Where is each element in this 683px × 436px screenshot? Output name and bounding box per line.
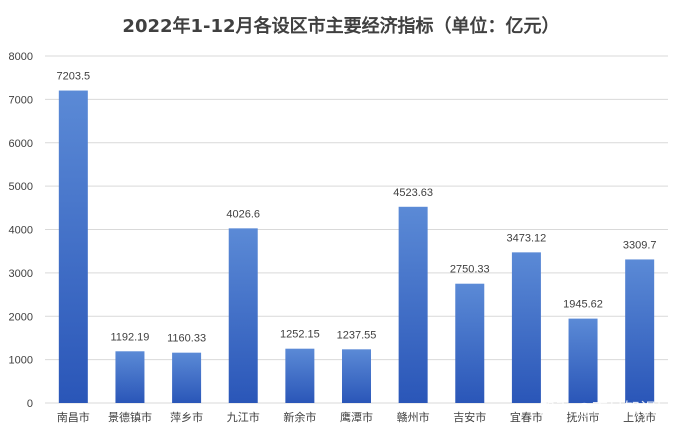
data-label: 1160.33: [167, 333, 206, 345]
bar: [228, 228, 258, 403]
x-tick-label: 南昌市: [57, 410, 90, 424]
data-label: 1237.55: [337, 329, 377, 341]
data-label: 2750.33: [450, 264, 490, 276]
watermark: 知乎 @南昌知识局: [539, 399, 672, 418]
bar: [115, 351, 145, 403]
y-tick-label: 0: [27, 398, 33, 410]
bar: [398, 206, 428, 403]
x-tick-label: 抚州市: [567, 410, 600, 424]
y-tick-label: 5000: [9, 181, 33, 193]
data-label: 1945.62: [563, 299, 603, 311]
x-tick-label: 九江市: [227, 410, 260, 424]
bar: [568, 318, 598, 403]
data-label: 1252.15: [280, 329, 320, 341]
bar: [172, 352, 202, 403]
y-tick-label: 4000: [9, 225, 33, 237]
data-labels: 7203.5 1192.19 1160.33 4026.6 1252.15 1237.55…: [56, 71, 656, 345]
x-tick-label: 赣州市: [397, 410, 430, 424]
y-tick-label: 6000: [9, 138, 33, 150]
data-label: 4026.6: [226, 208, 260, 220]
x-tick-label: 鹰潭市: [340, 410, 373, 424]
data-label: 1192.19: [110, 331, 149, 343]
y-axis-ticks: 0 1000 2000 3000 4000 5000 6000 7000 8000: [9, 51, 33, 410]
data-label: 3309.7: [623, 239, 657, 251]
x-tick-label: 萍乡市: [170, 410, 203, 424]
x-tick-label: 景德镇市: [108, 410, 152, 424]
y-tick-label: 8000: [9, 51, 33, 63]
bar: [625, 259, 655, 403]
y-tick-label: 2000: [9, 311, 33, 323]
x-tick-label: 宜春市: [510, 410, 543, 424]
bar: [58, 90, 88, 403]
x-tick-label: 吉安市: [453, 410, 486, 424]
bar: [285, 348, 315, 403]
y-tick-label: 7000: [9, 94, 33, 106]
bar: [342, 349, 371, 403]
bars: [58, 90, 655, 403]
x-tick-label: 新余市: [283, 410, 316, 424]
data-label: 3473.12: [507, 232, 547, 244]
data-label: 7203.5: [56, 71, 90, 83]
gridlines: [45, 55, 668, 404]
y-tick-label: 1000: [9, 355, 33, 367]
data-label: 4523.63: [393, 187, 433, 199]
bar: [455, 283, 485, 403]
chart-title: 2022年1-12月各设区市主要经济指标（单位：亿元）: [122, 15, 559, 37]
x-axis-labels: 南昌市 景德镇市 萍乡市 九江市 新余市 鹰潭市 赣州市 吉安市 宜春市 抚州市 上饶市: [57, 410, 656, 424]
bar: [511, 252, 541, 403]
x-tick-label: 上饶市: [623, 410, 656, 424]
y-tick-label: 3000: [9, 268, 33, 280]
